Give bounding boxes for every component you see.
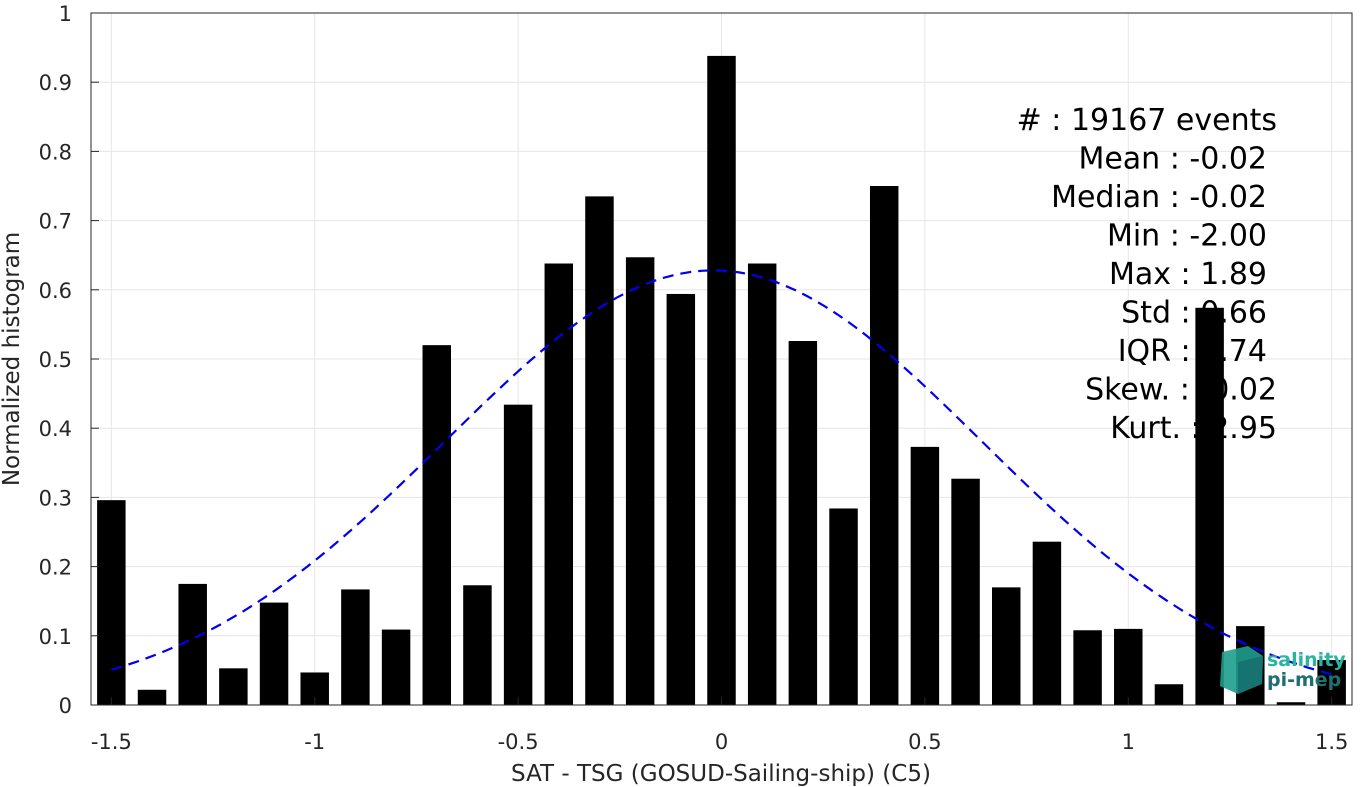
x-tick-label-5: 1	[1122, 730, 1135, 754]
x-axis-label: SAT - TSG (GOSUD-Sailing-ship) (C5)	[511, 761, 931, 787]
bar-7	[381, 629, 411, 705]
x-tick-label-2: -0.5	[498, 730, 539, 754]
bar-9	[463, 585, 492, 705]
bar-29	[1276, 702, 1306, 705]
y-axis-label: Normalized histogram	[0, 232, 25, 486]
stat-std: Std : 0.66	[1121, 296, 1267, 331]
y-tick-label-4: 0.4	[39, 417, 72, 441]
bar-23	[1032, 541, 1062, 705]
y-tick-label-5: 0.5	[39, 348, 72, 372]
bar-18	[829, 508, 858, 705]
stat-kurt: Kurt. : 2.95	[1110, 411, 1277, 446]
bar-1	[137, 689, 167, 705]
x-tick-label-3: 0	[715, 730, 728, 754]
bar-25	[1114, 628, 1143, 705]
y-tick-label-3: 0.3	[39, 486, 72, 510]
bar-6	[341, 589, 370, 705]
y-tick-label-0: 0	[59, 694, 72, 718]
bar-12	[585, 196, 614, 705]
logo-text-line1: salinity	[1267, 649, 1346, 671]
bar-2	[178, 583, 207, 705]
y-tick-label-7: 0.7	[39, 210, 72, 234]
y-tick-label-6: 0.6	[39, 279, 72, 303]
x-tick-label-0: -1.5	[91, 730, 132, 754]
x-tick-label-6: 1.5	[1315, 730, 1348, 754]
bar-10	[503, 404, 533, 705]
bar-15	[707, 55, 736, 706]
bar-13	[625, 257, 655, 705]
gaussian-fit-curve	[110, 269, 1332, 676]
bar-0	[97, 500, 126, 705]
x-tick-label-4: 0.5	[908, 730, 941, 754]
x-axis-ticks: -1.5 -1 -0.5 0 0.5 1 1.5	[91, 697, 1348, 754]
bars	[97, 55, 1346, 706]
bar-8	[422, 345, 451, 705]
stat-min: Min : -2.00	[1107, 219, 1267, 254]
bar-19	[869, 186, 899, 705]
stat-hash: # : 19167 events	[1017, 103, 1277, 138]
bar-17	[788, 341, 818, 705]
bar-26	[1154, 684, 1184, 705]
salinity-pimep-logo: salinity pi-mep	[1220, 646, 1346, 694]
y-tick-label-2: 0.2	[39, 556, 72, 580]
y-tick-label-1: 0.1	[39, 625, 72, 649]
bar-24	[1073, 630, 1102, 705]
logo-cube-icon-shade	[1238, 656, 1263, 694]
y-tick-label-10: 1	[59, 2, 72, 26]
stat-iqr: IQR : 0.74	[1118, 334, 1267, 369]
stat-max: Max : 1.89	[1109, 257, 1267, 292]
y-tick-label-8: 0.8	[39, 140, 72, 164]
stat-skew: Skew. : -0.02	[1085, 373, 1277, 408]
bar-14	[666, 293, 696, 705]
bar-16	[747, 263, 777, 705]
bar-3	[219, 668, 248, 705]
bar-20	[910, 446, 940, 705]
x-tick-label-1: -1	[304, 730, 325, 754]
bar-11	[544, 263, 574, 705]
y-tick-label-9: 0.9	[39, 71, 72, 95]
logo-text-line2: pi-mep	[1267, 669, 1341, 691]
y-axis-ticks: 0 0.1 0.2 0.3 0.4 0.5 0.6 0.7 0.8 0.9 1	[39, 2, 99, 718]
bar-4	[259, 602, 289, 705]
stat-median: Median : -0.02	[1051, 180, 1267, 215]
stat-mean: Mean : -0.02	[1078, 142, 1267, 177]
bar-27	[1195, 307, 1224, 705]
bar-21	[951, 478, 980, 705]
bar-22	[992, 587, 1021, 705]
